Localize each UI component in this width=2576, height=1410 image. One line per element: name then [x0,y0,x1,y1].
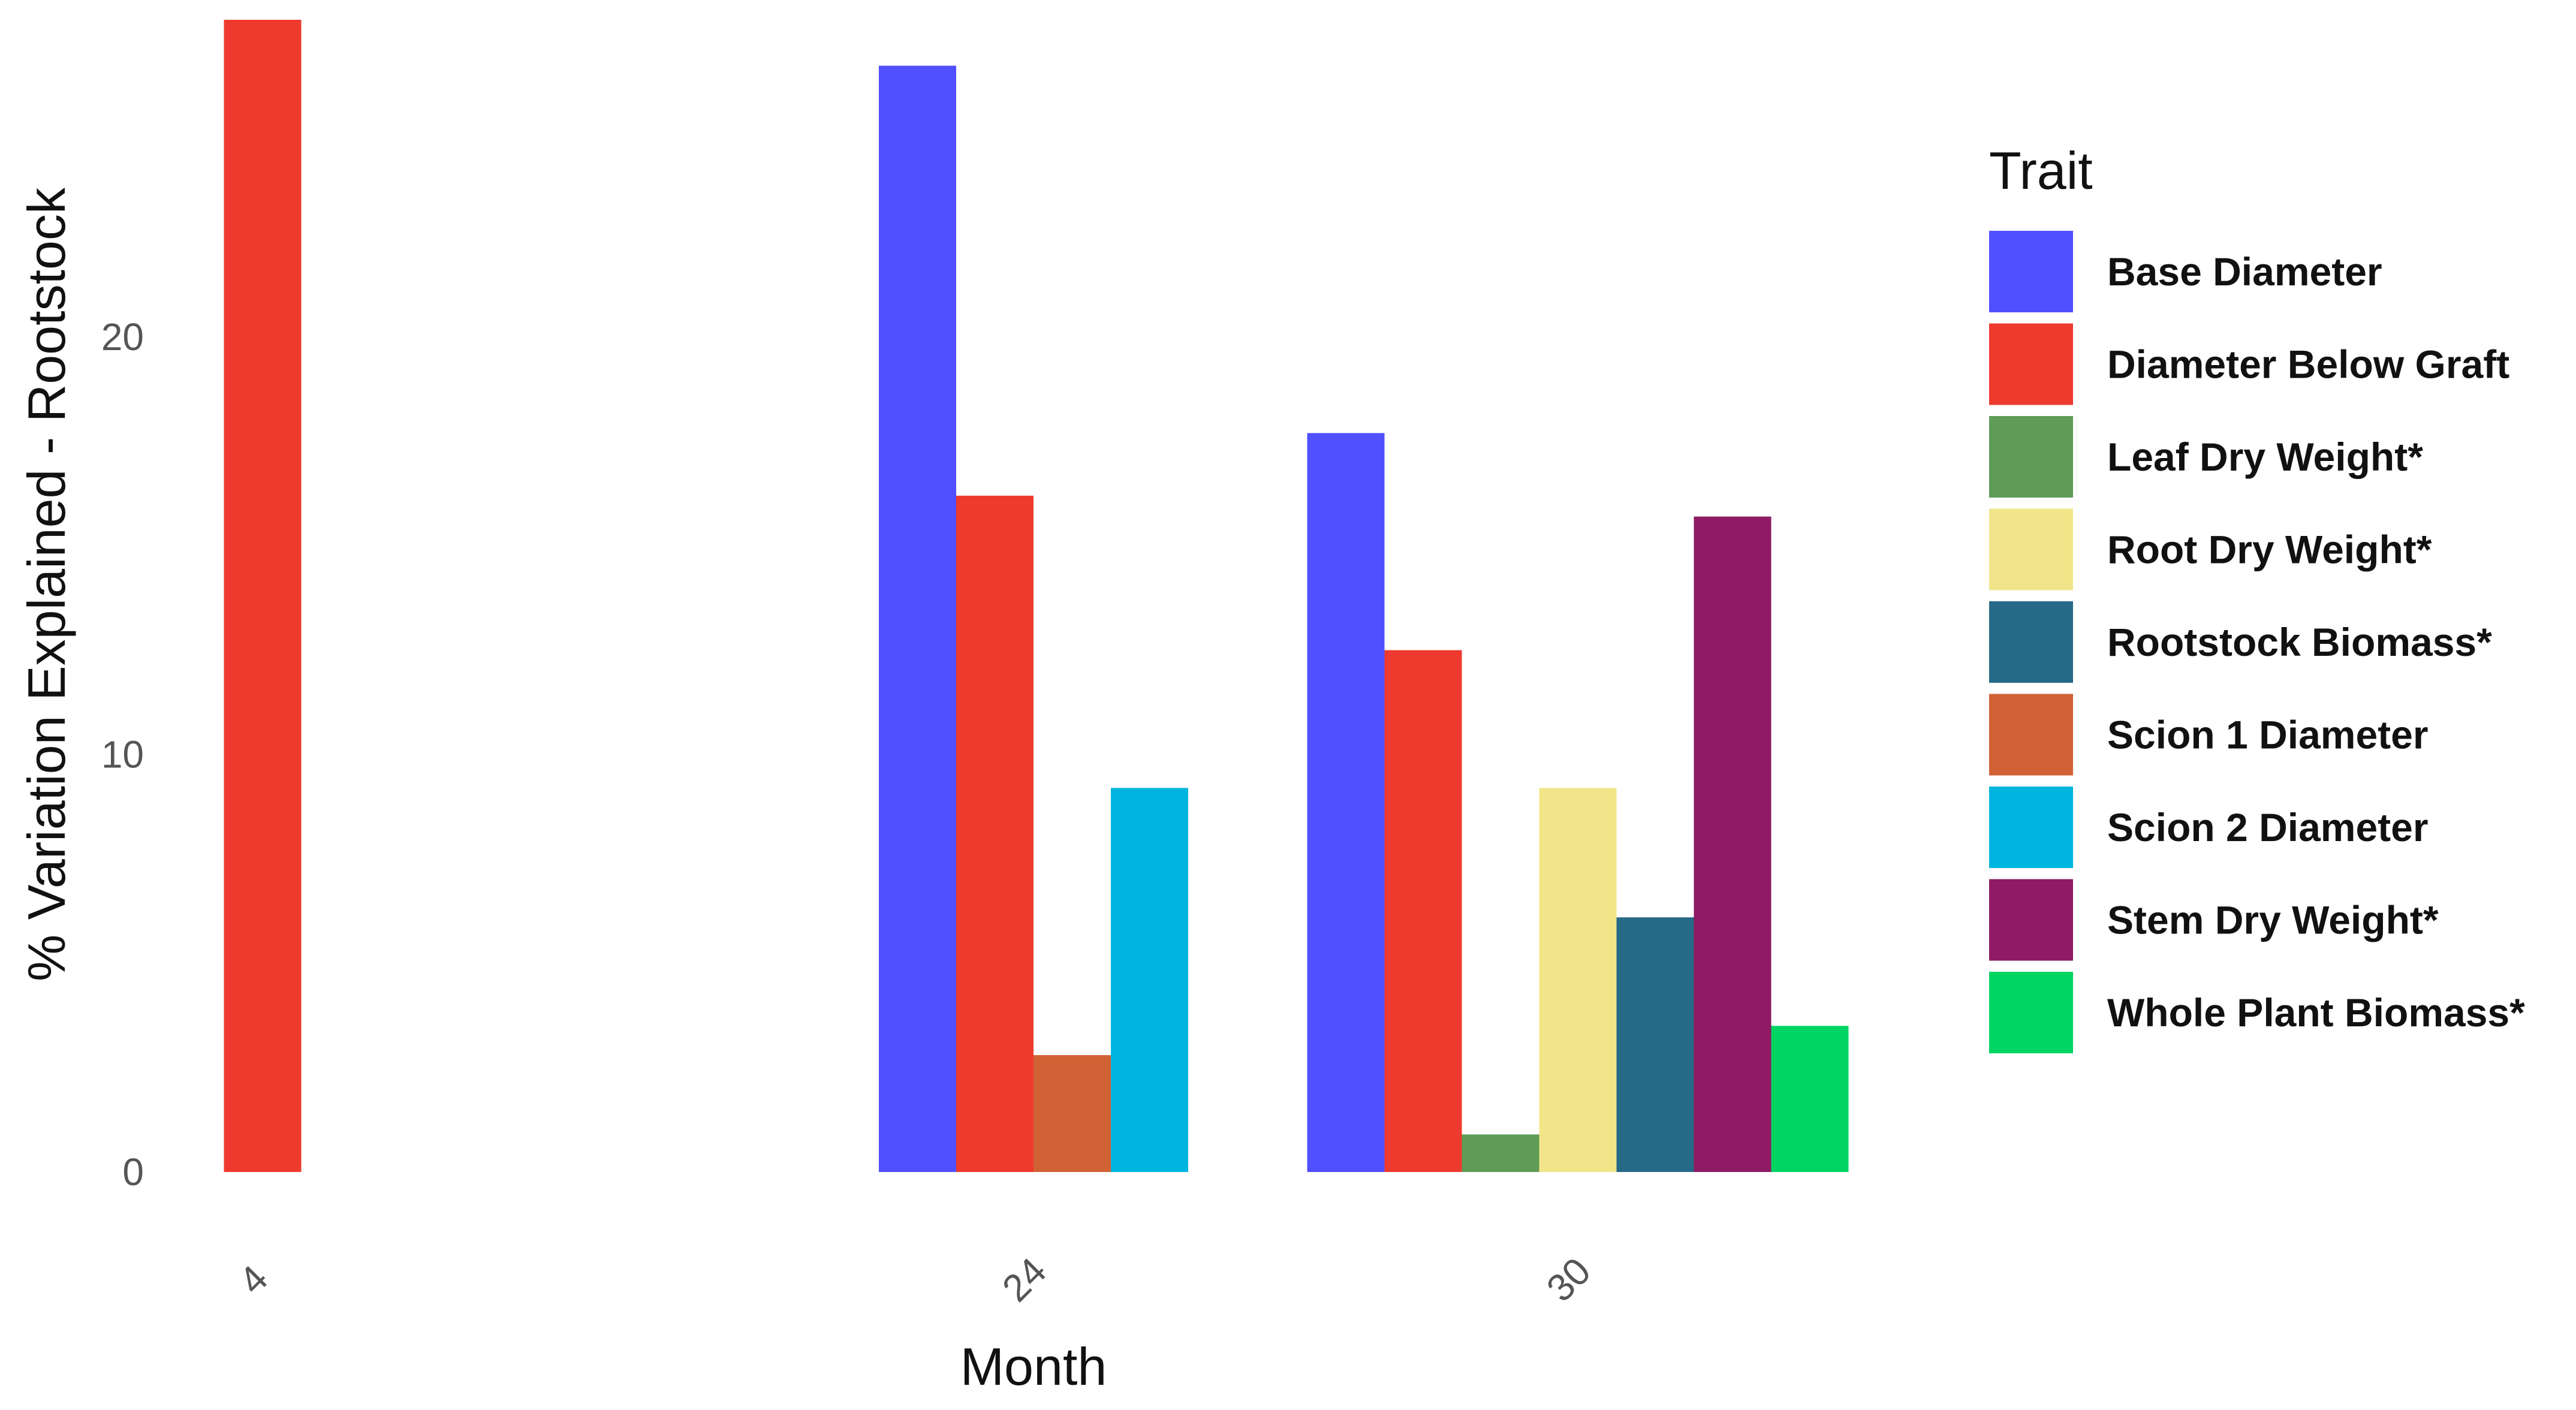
legend-swatch [1989,323,2073,405]
bar [1539,788,1617,1172]
x-tick-label: 30 [1538,1249,1599,1310]
legend-label: Stem Dry Weight* [2107,898,2439,942]
bar [224,20,302,1172]
legend-label: Scion 2 Diameter [2107,805,2429,849]
legend-label: Rootstock Biomass* [2107,620,2492,664]
x-axis-title: Month [960,1337,1107,1396]
bar [1307,433,1385,1172]
bar [1462,1134,1539,1172]
legend-swatch [1989,416,2073,498]
legend-label: Base Diameter [2107,249,2382,294]
legend-swatch [1989,879,2073,961]
y-tick-label: 20 [101,315,144,358]
legend-title: Trait [1989,141,2093,200]
legend-swatch [1989,231,2073,312]
y-tick-label: 0 [122,1150,144,1194]
x-tick-label: 24 [994,1249,1054,1310]
bar [956,495,1034,1172]
legend: Trait Base Diameter Diameter Below Graft L… [1989,141,2525,1053]
x-tick-label: 4 [230,1257,276,1302]
bar [1034,1055,1111,1172]
legend-swatch [1989,694,2073,776]
y-tick-label: 10 [101,733,144,776]
legend-label: Scion 1 Diameter [2107,713,2429,757]
bar [1616,917,1694,1172]
legend-label: Root Dry Weight* [2107,528,2432,572]
legend-swatch [1989,972,2073,1053]
bar [1694,516,1771,1172]
legend-label: Diameter Below Graft [2107,342,2509,387]
y-axis-title: % Variation Explained - Rootstock [17,187,76,981]
legend-swatch [1989,601,2073,683]
bar [1771,1026,1849,1172]
legend-swatch [1989,508,2073,590]
x-axis-ticks: 4 24 30 [230,1249,1599,1310]
bar [879,65,956,1173]
bars [224,20,1849,1173]
y-axis-ticks: 0 10 20 [101,315,144,1194]
legend-label: Whole Plant Biomass* [2107,990,2525,1035]
bar [1111,788,1188,1172]
bar [1384,650,1462,1172]
legend-label: Leaf Dry Weight* [2107,435,2423,479]
legend-items: Base Diameter Diameter Below Graft Leaf Dr… [1989,231,2525,1053]
legend-swatch [1989,787,2073,868]
